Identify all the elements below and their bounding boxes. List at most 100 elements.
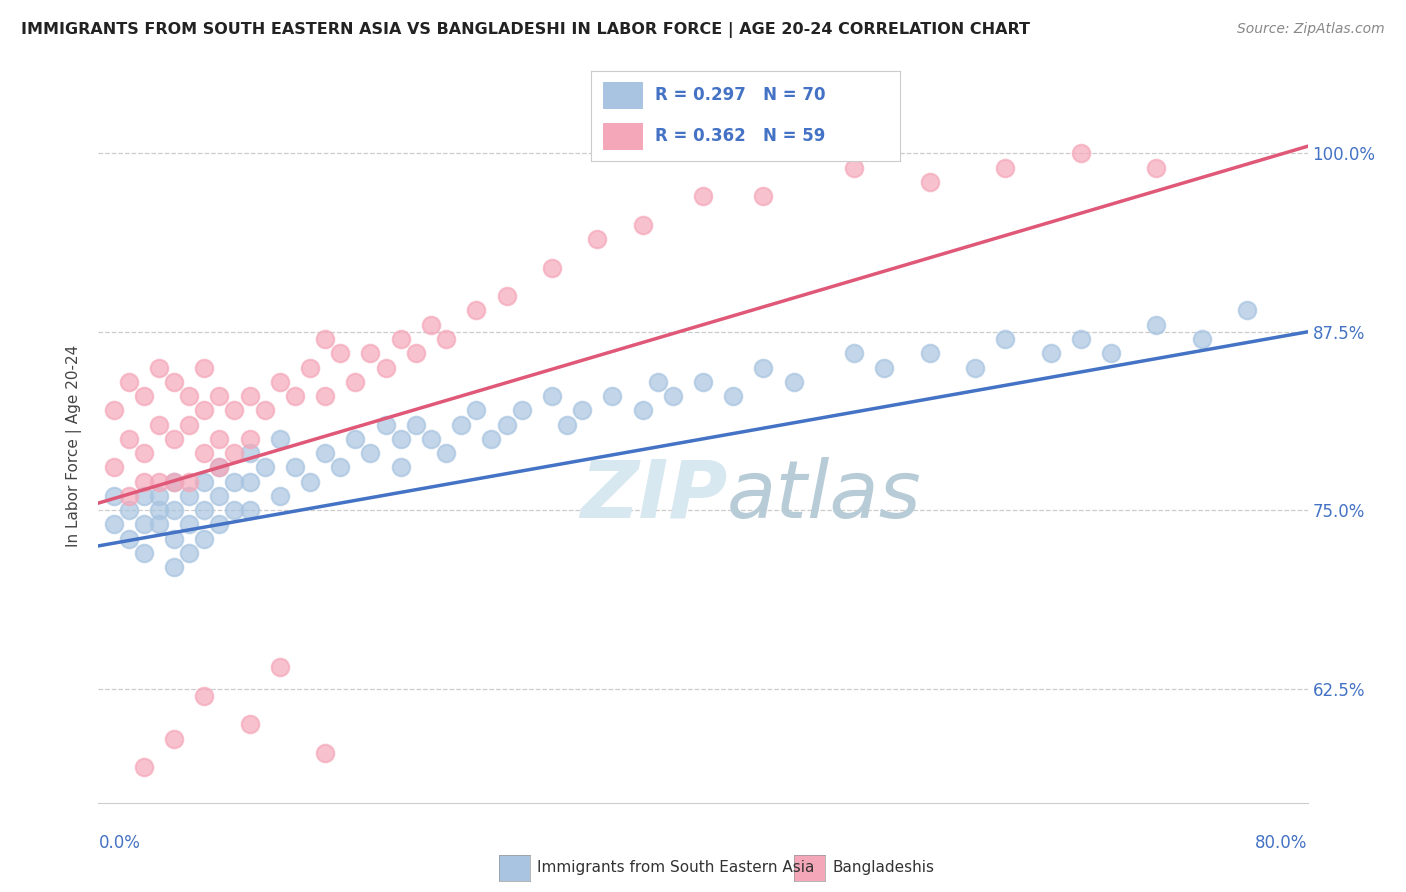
Point [465,403,488,417]
Point [163,475,186,489]
Point [103,403,125,417]
Point [692,189,714,203]
Text: R = 0.362   N = 59: R = 0.362 N = 59 [655,128,825,145]
Point [994,161,1017,175]
Point [208,432,231,446]
Point [163,432,186,446]
Point [1236,303,1258,318]
Point [965,360,987,375]
Point [269,375,291,389]
Point [450,417,472,432]
Point [132,760,155,774]
Text: Source: ZipAtlas.com: Source: ZipAtlas.com [1237,22,1385,37]
Point [224,475,246,489]
Point [844,346,866,360]
Text: 0.0%: 0.0% [98,834,141,852]
Point [510,403,533,417]
Point [269,432,291,446]
FancyBboxPatch shape [603,82,643,109]
Point [420,432,443,446]
Point [118,532,141,546]
Point [299,475,322,489]
Point [314,746,336,760]
Point [132,446,155,460]
Point [103,460,125,475]
Point [103,489,125,503]
Point [132,475,155,489]
Point [783,375,806,389]
Point [994,332,1017,346]
Text: Immigrants from South Eastern Asia: Immigrants from South Eastern Asia [537,861,814,875]
Point [253,460,276,475]
Y-axis label: In Labor Force | Age 20-24: In Labor Force | Age 20-24 [66,345,83,547]
Point [1144,318,1167,332]
Point [405,417,427,432]
Point [571,403,593,417]
Point [132,517,155,532]
Point [374,360,396,375]
Point [374,417,396,432]
Point [148,475,170,489]
Text: atlas: atlas [727,457,922,535]
Point [1191,332,1213,346]
Point [118,489,141,503]
Point [103,517,125,532]
Point [344,375,367,389]
Point [434,332,457,346]
Point [224,503,246,517]
Text: 80.0%: 80.0% [1256,834,1308,852]
Point [239,717,262,731]
Point [481,432,503,446]
Point [314,446,336,460]
Point [179,475,201,489]
Point [631,218,654,232]
Point [148,503,170,517]
Text: IMMIGRANTS FROM SOUTH EASTERN ASIA VS BANGLADESHI IN LABOR FORCE | AGE 20-24 COR: IMMIGRANTS FROM SOUTH EASTERN ASIA VS BA… [21,22,1031,38]
Point [179,517,201,532]
Point [314,332,336,346]
Point [208,460,231,475]
Point [344,432,367,446]
Point [239,446,262,460]
Point [1039,346,1062,360]
Point [555,417,578,432]
Point [239,475,262,489]
Point [540,260,562,275]
Point [405,346,427,360]
Point [224,446,246,460]
Point [193,360,215,375]
Point [314,389,336,403]
Point [239,503,262,517]
Point [389,432,412,446]
Point [118,432,141,446]
Point [163,532,186,546]
Point [1070,332,1092,346]
Text: Bangladeshis: Bangladeshis [832,861,935,875]
FancyBboxPatch shape [603,123,643,150]
Point [193,532,215,546]
Point [239,389,262,403]
Point [118,503,141,517]
Point [434,446,457,460]
Point [148,517,170,532]
Point [148,360,170,375]
Point [132,546,155,560]
Point [193,446,215,460]
Point [179,546,201,560]
Point [844,161,866,175]
Point [239,432,262,446]
Point [193,689,215,703]
Point [1099,346,1122,360]
Text: ZIP: ZIP [579,457,727,535]
Point [360,446,382,460]
Point [586,232,609,246]
Point [269,489,291,503]
Point [193,503,215,517]
Point [389,332,412,346]
Point [163,503,186,517]
Text: R = 0.297   N = 70: R = 0.297 N = 70 [655,87,825,104]
Point [360,346,382,360]
Point [148,489,170,503]
Point [208,389,231,403]
Point [118,375,141,389]
